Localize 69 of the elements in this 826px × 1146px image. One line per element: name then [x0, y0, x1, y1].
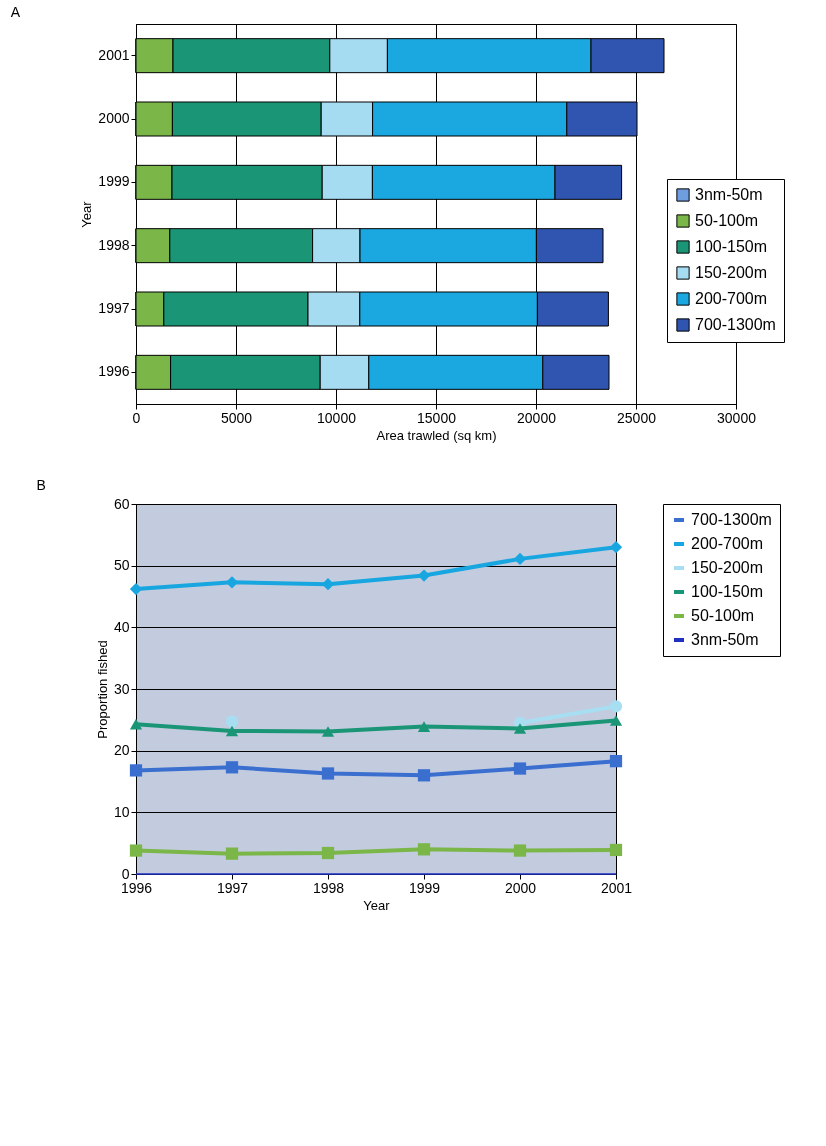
x-axis-title: Area trawled (sq km): [376, 427, 497, 443]
x-tick-label: 2001: [600, 879, 633, 896]
y-tick-label: 40: [113, 618, 130, 635]
x-tick-label: 0: [132, 409, 141, 426]
point: [321, 726, 335, 737]
point: [609, 755, 623, 768]
text: B: [36, 477, 46, 493]
point: [609, 715, 623, 726]
point: [609, 541, 623, 554]
y-tick-label: 2000: [98, 110, 130, 126]
legend-label: 200-700m: [695, 290, 768, 307]
legend-label: 150-200m: [691, 559, 764, 576]
point: [129, 718, 143, 730]
legend-label: 700-1300m: [695, 316, 776, 333]
y-tick-label: 10: [113, 803, 130, 820]
legend-label: 100-150m: [695, 238, 768, 255]
point: [225, 725, 239, 737]
y-tick-label: 1996: [98, 363, 130, 380]
point: [129, 764, 143, 777]
x-tick-label: 10000: [317, 409, 357, 426]
legend-label: 50-100m: [691, 607, 755, 624]
y-axis-title: Proportion fished: [94, 640, 110, 739]
point: [417, 721, 431, 732]
point: [417, 569, 431, 582]
legend-label: 3nm-50m: [695, 186, 763, 203]
point: [513, 723, 527, 734]
y-axis-title: Year: [79, 200, 95, 228]
y-tick-label: 1998: [98, 236, 130, 253]
point: [609, 843, 623, 857]
x-tick-label: 15000: [417, 409, 457, 426]
point: [225, 761, 239, 774]
x-tick-label: 25000: [617, 409, 657, 426]
y-tick-label: 2001: [98, 46, 130, 63]
x-tick-label: 1998: [312, 879, 345, 896]
point: [609, 700, 623, 713]
point: [513, 552, 527, 566]
y-tick-label: 1999: [98, 173, 130, 190]
y-tick-label: 60: [113, 495, 130, 512]
point: [129, 844, 143, 857]
x-tick-label: 2000: [504, 879, 537, 896]
point: [129, 582, 143, 596]
point: [225, 576, 239, 589]
x-tick-label: 1999: [408, 879, 441, 896]
point: [225, 715, 239, 728]
x-tick-label: 30000: [717, 409, 757, 426]
x-axis-title: Year: [363, 897, 391, 913]
legend-label: 3nm-50m: [691, 631, 759, 648]
legend-label: 700-1300m: [691, 511, 772, 528]
y-tick-label: 30: [113, 680, 130, 697]
y-tick-label: 1997: [98, 300, 130, 316]
point: [321, 767, 335, 780]
legend-label: 100-150m: [691, 583, 764, 600]
point: [417, 769, 431, 782]
point: [225, 847, 239, 860]
y-tick-label: 0: [121, 865, 130, 882]
y-tick-label: 20: [113, 742, 130, 759]
legend-label: 150-200m: [695, 264, 768, 281]
legend-label: 200-700m: [691, 535, 764, 552]
point: [417, 843, 431, 856]
x-tick-label: 5000: [220, 409, 253, 426]
point: [513, 844, 527, 857]
x-tick-label: 1997: [216, 879, 249, 896]
point: [513, 762, 527, 775]
legend-label: 50-100m: [695, 212, 759, 229]
y-tick-label: 50: [113, 557, 130, 574]
text: A: [10, 4, 21, 20]
x-tick-label: 20000: [517, 409, 557, 426]
point: [321, 846, 335, 860]
point: [321, 578, 335, 591]
